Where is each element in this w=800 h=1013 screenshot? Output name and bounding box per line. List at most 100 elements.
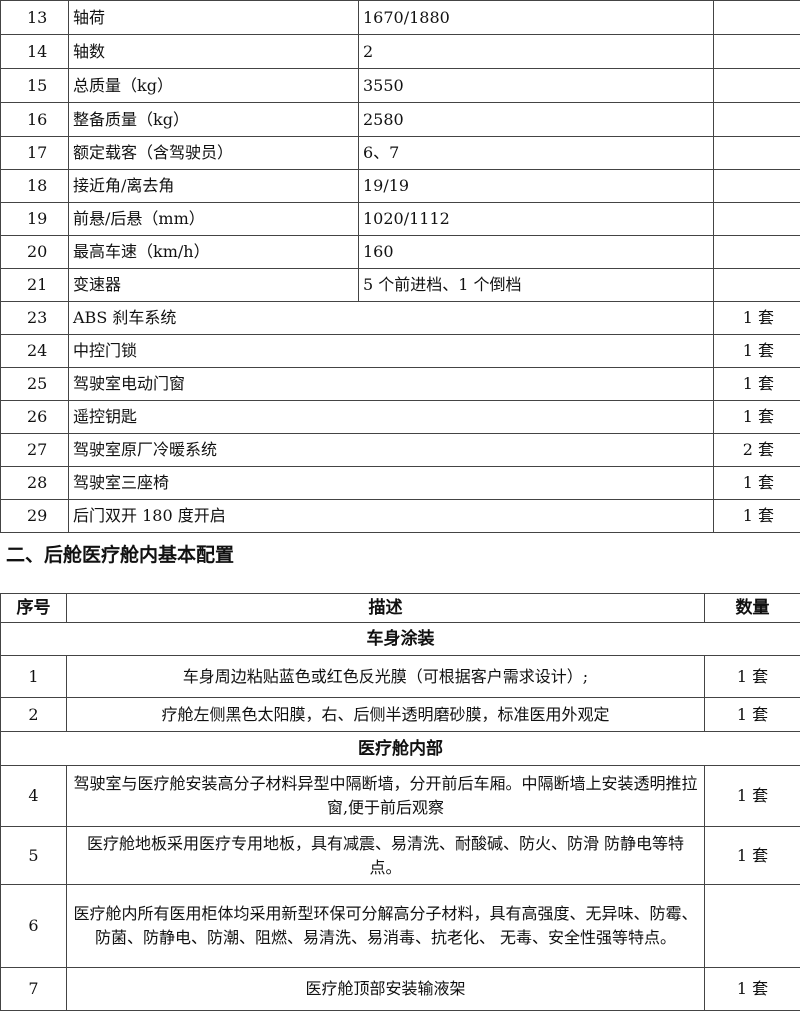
spec-row: 17 额定载客（含驾驶员） 6、7 (0, 136, 800, 170)
header-desc: 描述 (66, 593, 705, 623)
equipment-qty: 1 套 (713, 301, 800, 335)
cabin-config-table: 序号 描述 数量 车身涂装 1 车身周边粘贴蓝色或红色反光膜（可根据客户需求设计）;… (0, 593, 800, 1011)
equipment-row: 26 遥控钥匙 1 套 (0, 400, 800, 434)
group-title: 医疗舱内部 (0, 731, 800, 766)
config-qty: 1 套 (704, 655, 800, 698)
spec-row: 14 轴数 2 (0, 34, 800, 69)
section-heading: 二、后舱医疗舱内基本配置 (6, 544, 235, 566)
spec-row: 21 变速器 5 个前进档、1 个倒档 (0, 268, 800, 302)
config-description: 医疗舱地板采用医疗专用地板，具有减震、易清洗、耐酸碱、防火、防滑 防静电等特点。 (66, 826, 705, 885)
spec-row: 18 接近角/离去角 19/19 (0, 169, 800, 203)
equipment-qty: 1 套 (713, 499, 800, 533)
config-qty: 1 套 (704, 967, 800, 1011)
spec-item: 轴荷 (68, 0, 359, 35)
spec-item: 前悬/后悬（mm） (68, 202, 359, 236)
spec-value: 5 个前进档、1 个倒档 (358, 268, 714, 302)
spec-row: 16 整备质量（kg） 2580 (0, 102, 800, 137)
row-number: 19 (0, 202, 69, 236)
row-number: 16 (0, 102, 69, 137)
row-number: 14 (0, 34, 69, 69)
header-no: 序号 (0, 593, 67, 623)
equipment-item: ABS 刹车系统 (68, 301, 714, 335)
equipment-row: 25 驾驶室电动门窗 1 套 (0, 367, 800, 401)
row-number: 17 (0, 136, 69, 170)
equipment-qty: 1 套 (713, 367, 800, 401)
spec-item: 额定载客（含驾驶员） (68, 136, 359, 170)
row-number: 1 (0, 655, 67, 698)
spec-qty (713, 68, 800, 103)
config-description: 疗舱左侧黑色太阳膜，右、后侧半透明磨砂膜，标准医用外观定 (66, 697, 705, 732)
spec-qty (713, 268, 800, 302)
row-number: 25 (0, 367, 69, 401)
config-qty (704, 884, 800, 968)
equipment-qty: 1 套 (713, 400, 800, 434)
spec-row: 20 最高车速（km/h） 160 (0, 235, 800, 269)
equipment-qty: 2 套 (713, 433, 800, 467)
spec-row: 15 总质量（kg） 3550 (0, 68, 800, 103)
config-row: 4 驾驶室与医疗舱安装高分子材料异型中隔断墙，分开前后车厢。中隔断墙上安装透明推拉… (0, 765, 800, 827)
spec-qty (713, 0, 800, 35)
row-number: 26 (0, 400, 69, 434)
spec-value: 1020/1112 (358, 202, 714, 236)
spec-qty (713, 102, 800, 137)
row-number: 24 (0, 334, 69, 368)
row-number: 20 (0, 235, 69, 269)
row-number: 27 (0, 433, 69, 467)
equipment-qty: 1 套 (713, 466, 800, 500)
spec-value: 1670/1880 (358, 0, 714, 35)
equipment-row: 29 后门双开 180 度开启 1 套 (0, 499, 800, 533)
config-row: 1 车身周边粘贴蓝色或红色反光膜（可根据客户需求设计）; 1 套 (0, 655, 800, 698)
row-number: 21 (0, 268, 69, 302)
row-number: 7 (0, 967, 67, 1011)
table-header-row: 序号 描述 数量 (0, 593, 800, 623)
equipment-row: 28 驾驶室三座椅 1 套 (0, 466, 800, 500)
row-number: 5 (0, 826, 67, 885)
spec-value: 160 (358, 235, 714, 269)
equipment-qty: 1 套 (713, 334, 800, 368)
equipment-item: 驾驶室三座椅 (68, 466, 714, 500)
spec-qty (713, 202, 800, 236)
spec-row: 13 轴荷 1670/1880 (0, 0, 800, 35)
equipment-row: 27 驾驶室原厂冷暖系统 2 套 (0, 433, 800, 467)
config-qty: 1 套 (704, 765, 800, 827)
spec-value: 2580 (358, 102, 714, 137)
spec-item: 接近角/离去角 (68, 169, 359, 203)
equipment-row: 23 ABS 刹车系统 1 套 (0, 301, 800, 335)
row-number: 13 (0, 0, 69, 35)
spec-value: 6、7 (358, 136, 714, 170)
group-header-row: 医疗舱内部 (0, 731, 800, 766)
spec-item: 最高车速（km/h） (68, 235, 359, 269)
config-qty: 1 套 (704, 826, 800, 885)
config-description: 驾驶室与医疗舱安装高分子材料异型中隔断墙，分开前后车厢。中隔断墙上安装透明推拉窗… (66, 765, 705, 827)
header-qty: 数量 (704, 593, 800, 623)
row-number: 2 (0, 697, 67, 732)
row-number: 6 (0, 884, 67, 968)
equipment-item: 中控门锁 (68, 334, 714, 368)
config-description: 车身周边粘贴蓝色或红色反光膜（可根据客户需求设计）; (66, 655, 705, 698)
spec-item: 整备质量（kg） (68, 102, 359, 137)
row-number: 18 (0, 169, 69, 203)
spec-qty (713, 169, 800, 203)
equipment-item: 遥控钥匙 (68, 400, 714, 434)
row-number: 28 (0, 466, 69, 500)
equipment-item: 后门双开 180 度开启 (68, 499, 714, 533)
row-number: 23 (0, 301, 69, 335)
spec-row: 19 前悬/后悬（mm） 1020/1112 (0, 202, 800, 236)
spec-item: 变速器 (68, 268, 359, 302)
spec-value: 3550 (358, 68, 714, 103)
config-row: 6 医疗舱内所有医用柜体均采用新型环保可分解高分子材料，具有高强度、无异味、防霉、… (0, 884, 800, 968)
config-row: 2 疗舱左侧黑色太阳膜，右、后侧半透明磨砂膜，标准医用外观定 1 套 (0, 697, 800, 732)
config-description: 医疗舱内所有医用柜体均采用新型环保可分解高分子材料，具有高强度、无异味、防霉、防… (66, 884, 705, 968)
spec-value: 2 (358, 34, 714, 69)
group-header-row: 车身涂装 (0, 622, 800, 656)
spec-value: 19/19 (358, 169, 714, 203)
config-qty: 1 套 (704, 697, 800, 732)
spec-qty (713, 34, 800, 69)
group-title: 车身涂装 (0, 622, 800, 656)
equipment-item: 驾驶室原厂冷暖系统 (68, 433, 714, 467)
spec-table: 13 轴荷 1670/1880 14 轴数 2 15 总质量（kg） 3550 16 整备质量（kg… (0, 0, 800, 533)
row-number: 15 (0, 68, 69, 103)
spec-item: 总质量（kg） (68, 68, 359, 103)
row-number: 29 (0, 499, 69, 533)
config-row: 7 医疗舱顶部安装输液架 1 套 (0, 967, 800, 1011)
